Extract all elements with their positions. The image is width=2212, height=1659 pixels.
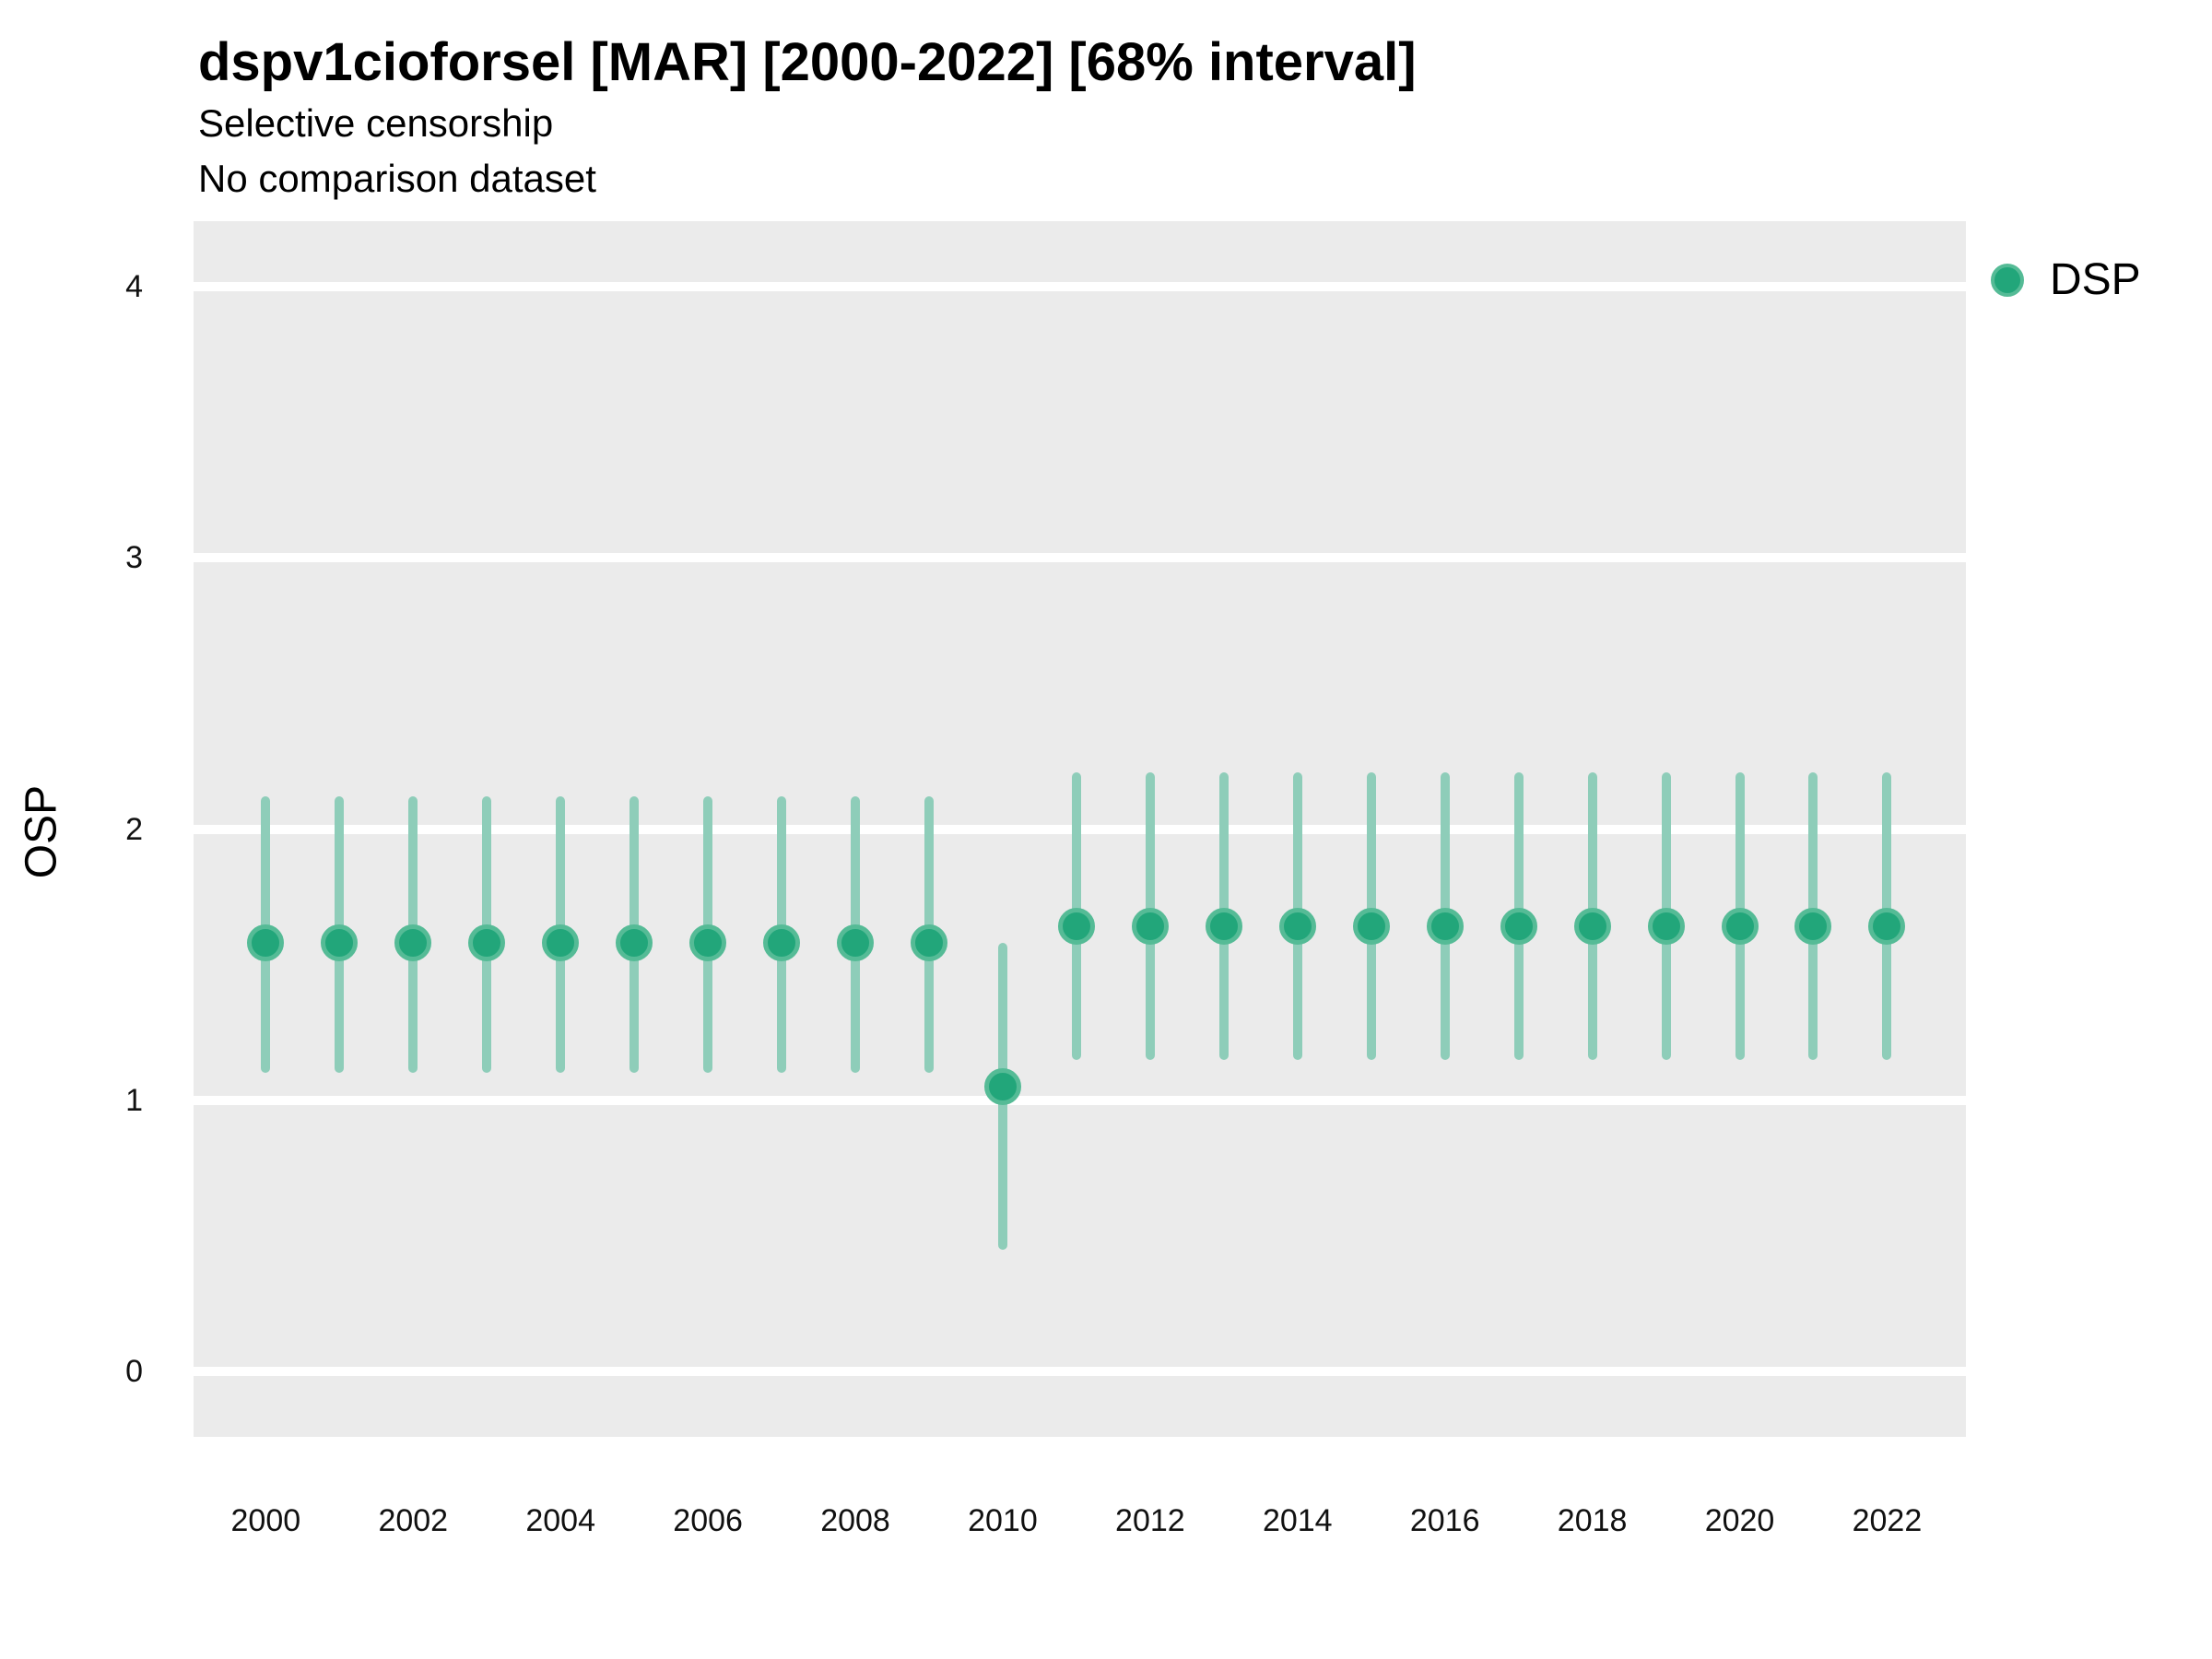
data-point-2007	[763, 924, 801, 962]
chart-subtitle-2: No comparison dataset	[198, 157, 596, 200]
y-tick-label: 3	[125, 540, 143, 576]
data-point-2016	[1426, 908, 1464, 946]
x-tick-label: 2022	[1852, 1503, 1923, 1538]
data-point-2021	[1794, 908, 1832, 946]
data-point-2018	[1573, 908, 1611, 946]
data-point-2020	[1721, 908, 1759, 946]
data-point-2008	[837, 924, 875, 962]
data-point-2014	[1278, 908, 1316, 946]
x-tick-label: 2018	[1557, 1503, 1628, 1538]
y-tick-label: 2	[125, 811, 143, 847]
data-point-2012	[1131, 908, 1169, 946]
y-tick-label: 1	[125, 1082, 143, 1118]
data-point-2013	[1205, 908, 1242, 946]
data-point-2001	[321, 924, 359, 962]
plot-panel	[194, 221, 1966, 1437]
x-tick-label: 2006	[673, 1503, 743, 1538]
legend: DSP	[1991, 254, 2141, 305]
gridline-y-0	[194, 1367, 1966, 1377]
y-tick-label: 4	[125, 268, 143, 304]
x-tick-label: 2020	[1704, 1503, 1775, 1538]
x-tick-label: 2002	[378, 1503, 449, 1538]
x-tick-label: 2000	[230, 1503, 301, 1538]
x-tick-label: 2016	[1409, 1503, 1480, 1538]
data-point-2009	[910, 924, 947, 962]
x-tick-label: 2008	[820, 1503, 890, 1538]
data-point-2005	[616, 924, 653, 962]
data-point-2004	[542, 924, 580, 962]
chart-subtitle: Selective censorship	[198, 101, 554, 145]
data-point-2022	[1868, 908, 1906, 946]
x-tick-label: 2012	[1115, 1503, 1185, 1538]
data-point-2000	[247, 924, 285, 962]
x-tick-label: 2004	[525, 1503, 595, 1538]
data-point-2010	[983, 1068, 1021, 1106]
data-point-2006	[689, 924, 727, 962]
legend-label: DSP	[2050, 255, 2141, 304]
data-point-2003	[468, 924, 506, 962]
y-tick-label: 0	[125, 1354, 143, 1390]
data-point-2017	[1500, 908, 1537, 946]
gridline-y-1	[194, 1095, 1966, 1105]
x-tick-label: 2010	[968, 1503, 1038, 1538]
x-tick-label: 2014	[1262, 1503, 1333, 1538]
data-point-2002	[394, 924, 432, 962]
legend-point-icon	[1991, 263, 2024, 297]
gridline-y-4	[194, 281, 1966, 291]
chart-title: dspv1cioforsel [MAR] [2000-2022] [68% in…	[198, 32, 1417, 92]
data-point-2011	[1057, 908, 1095, 946]
data-point-2015	[1352, 908, 1390, 946]
data-point-2019	[1647, 908, 1685, 946]
gridline-y-3	[194, 553, 1966, 563]
